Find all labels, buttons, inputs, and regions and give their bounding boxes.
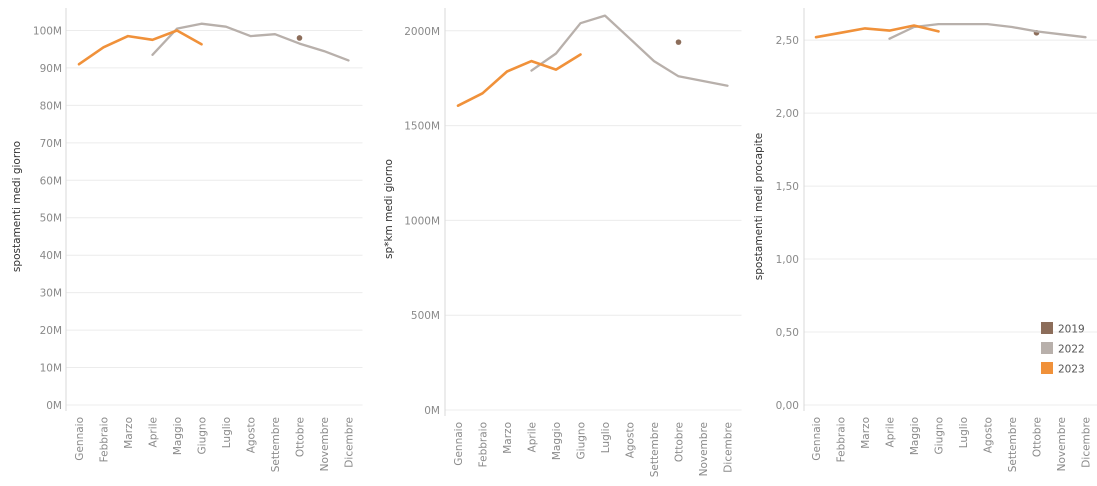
y-tick-label: 60M bbox=[40, 175, 62, 187]
y-tick-label: 2000M bbox=[404, 26, 440, 38]
x-tick-label: Agosto bbox=[246, 417, 258, 453]
y-tick-label: 0,50 bbox=[776, 327, 799, 339]
x-tick-label: Febbraio bbox=[478, 422, 490, 467]
x-tick-label: Agosto bbox=[625, 422, 637, 458]
y-tick-label: 1,00 bbox=[776, 254, 799, 266]
series-2022-line bbox=[151, 22, 350, 62]
chart-panel-1: 0M 10M 20M 30M 40M 50M 60M 70M 80M 90M 100M spostam… bbox=[11, 8, 363, 472]
series-2022-line bbox=[530, 14, 729, 87]
x-tick-label: Marzo bbox=[860, 417, 872, 449]
x-tick-label: Giugno bbox=[197, 417, 209, 454]
x-tick-label: Maggio bbox=[172, 417, 184, 455]
y-tick-label: 50M bbox=[40, 213, 62, 225]
x-tick-label: Novembre bbox=[319, 417, 331, 471]
x-tick-label: Maggio bbox=[551, 422, 563, 460]
x-tick-label: Dicembre bbox=[1081, 417, 1093, 468]
x-tick-label: Agosto bbox=[983, 417, 995, 453]
series-2023-line bbox=[456, 53, 582, 107]
y-tick-label: 1500M bbox=[404, 121, 440, 133]
x-tick-label: Dicembre bbox=[723, 422, 735, 473]
x-tick-label: Luglio bbox=[958, 417, 970, 448]
x-tick-label: Dicembre bbox=[344, 417, 356, 468]
y-tick-label: 0M bbox=[46, 400, 62, 412]
x-tick-label: Settembre bbox=[649, 422, 661, 477]
x-tick-label: Marzo bbox=[502, 422, 514, 454]
series-2019-point bbox=[675, 39, 682, 45]
y-tick-label: 100M bbox=[33, 25, 62, 37]
x-tick-label: Novembre bbox=[1056, 417, 1068, 471]
x-tick-label: Ottobre bbox=[674, 422, 686, 462]
x-tick-label: Maggio bbox=[909, 417, 921, 455]
x-tick-label: Giugno bbox=[576, 422, 588, 459]
x-tick-label: Ottobre bbox=[295, 417, 307, 457]
y-tick-label: 70M bbox=[40, 138, 62, 150]
series-2023-line bbox=[77, 29, 203, 66]
y-axis-label: spostamenti medi procapite bbox=[753, 133, 765, 280]
y-tick-label: 30M bbox=[40, 288, 62, 300]
y-tick-label: 40M bbox=[40, 250, 62, 262]
y-tick-label: 10M bbox=[40, 363, 62, 375]
legend-label: 2019 bbox=[1058, 324, 1085, 336]
legend-label: 2023 bbox=[1058, 364, 1085, 376]
x-tick-label: Giugno bbox=[934, 417, 946, 454]
y-tick-label: 500M bbox=[411, 310, 440, 322]
y-axis-label: spostamenti medi giorno bbox=[11, 141, 23, 272]
x-tick-label: Gennaio bbox=[811, 417, 823, 461]
legend-swatch-2023 bbox=[1041, 362, 1053, 374]
x-tick-label: Marzo bbox=[123, 417, 135, 449]
chart-panel-3: 0,00 0,50 1,00 1,50 2,00 2,50 spostamenti medi… bbox=[753, 8, 1097, 472]
y-tick-label: 90M bbox=[40, 63, 62, 75]
y-tick-label: 1000M bbox=[404, 215, 440, 227]
x-tick-label: Luglio bbox=[600, 422, 612, 453]
legend-swatch-2022 bbox=[1041, 342, 1053, 354]
x-tick-label: Ottobre bbox=[1032, 417, 1044, 457]
y-tick-label: 2,50 bbox=[776, 35, 799, 47]
x-tick-label: Gennaio bbox=[74, 417, 86, 461]
y-tick-label: 0,00 bbox=[776, 400, 799, 412]
series-2019-point bbox=[296, 35, 303, 41]
x-tick-label: Luglio bbox=[221, 417, 233, 448]
x-tick-label: Gennaio bbox=[453, 422, 465, 466]
y-tick-label: 20M bbox=[40, 325, 62, 337]
x-tick-label: Febbraio bbox=[836, 417, 848, 462]
legend-swatch-2019 bbox=[1041, 322, 1053, 334]
x-tick-label: Aprile bbox=[148, 417, 160, 447]
x-tick-label: Aprile bbox=[885, 417, 897, 447]
y-tick-label: 80M bbox=[40, 100, 62, 112]
x-tick-label: Novembre bbox=[698, 422, 710, 476]
series-2022-line bbox=[888, 22, 1087, 40]
legend: 2019 2022 2023 bbox=[1041, 322, 1085, 376]
series-2023-line bbox=[814, 24, 940, 39]
y-tick-label: 0M bbox=[424, 405, 440, 417]
y-tick-label: 1,50 bbox=[776, 181, 799, 193]
y-tick-label: 2,00 bbox=[776, 108, 799, 120]
legend-label: 2022 bbox=[1058, 344, 1085, 356]
x-tick-label: Febbraio bbox=[99, 417, 111, 462]
x-tick-label: Aprile bbox=[527, 422, 539, 452]
x-tick-label: Settembre bbox=[270, 417, 282, 472]
y-axis-label: sp*km medi giorno bbox=[383, 159, 395, 259]
x-tick-label: Settembre bbox=[1007, 417, 1019, 472]
chart-panel-2: 0M 500M 1000M 1500M 2000M sp*km medi giorno Ge… bbox=[383, 8, 742, 477]
